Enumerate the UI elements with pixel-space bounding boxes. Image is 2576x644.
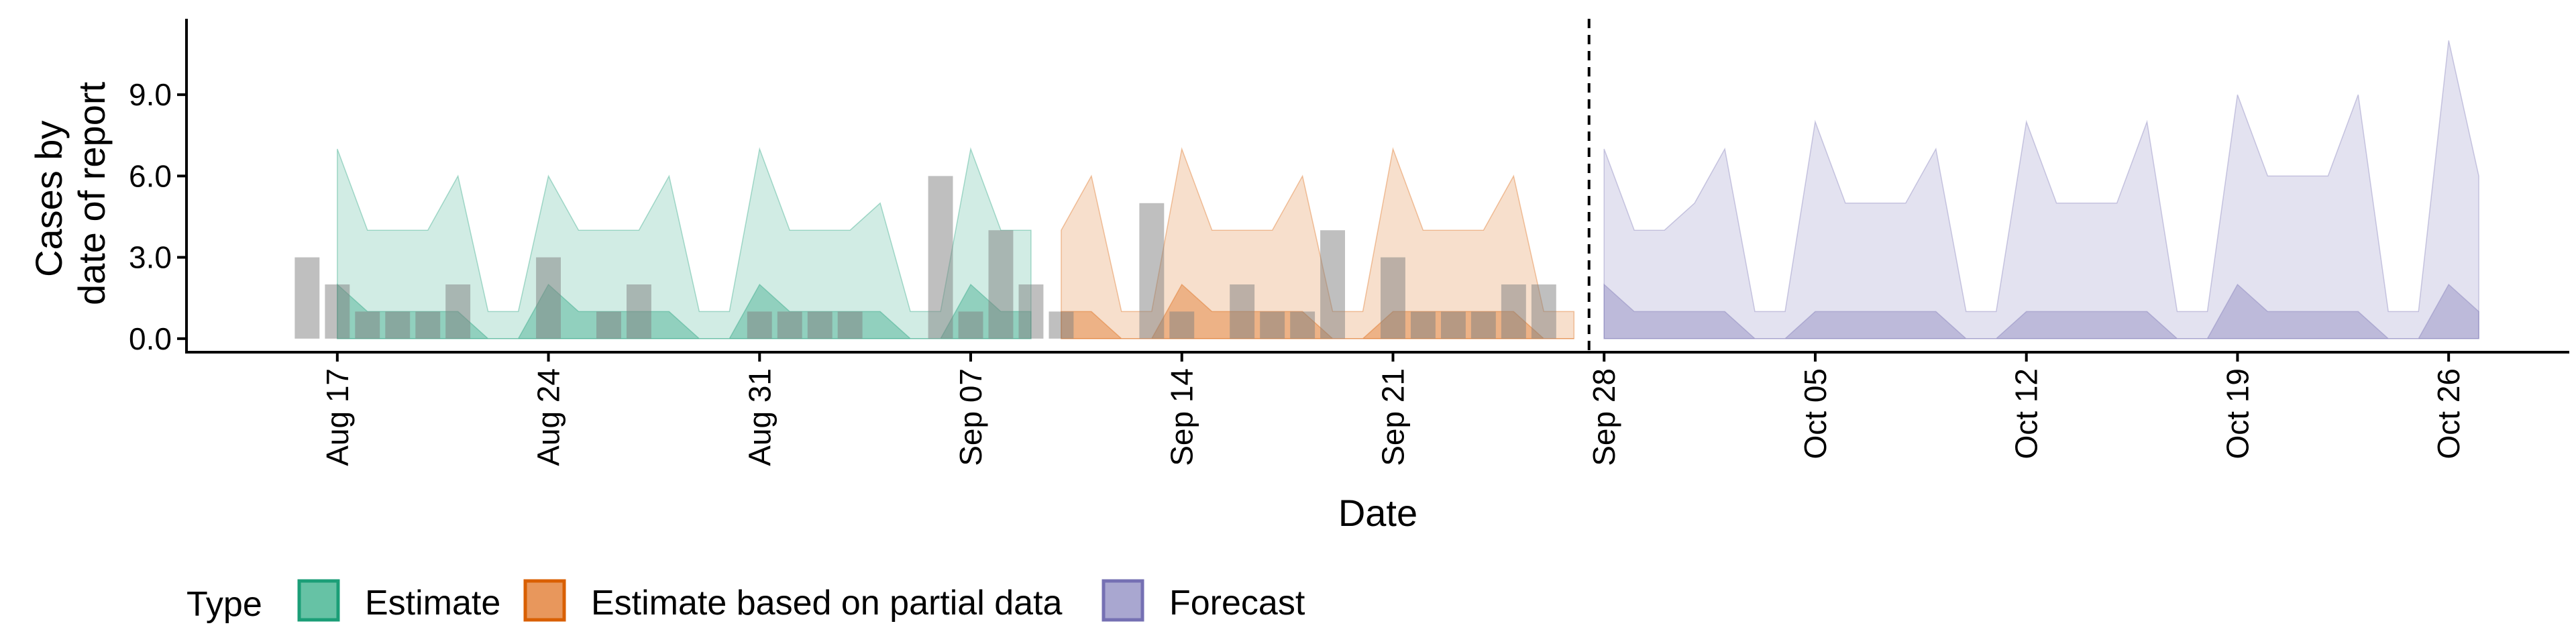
x-tick-label: Aug 31 [742,368,777,466]
ribbon-band-1 [337,147,1032,339]
x-tick-label: Oct 12 [2009,368,2044,460]
case-bar [958,311,983,339]
case-bar [1531,284,1556,339]
case-bar [777,311,802,339]
series-estimate [337,147,1032,339]
case-bar [627,284,651,339]
x-tick-label: Sep 14 [1165,368,1199,466]
legend-item-label: Forecast [1169,584,1305,623]
case-bar [385,311,411,339]
case-bar [1441,311,1466,339]
legend-item-label: Estimate [365,584,500,623]
legend: Type Estimate Estimate based on partial d… [186,579,1305,624]
case-bar [1018,284,1044,339]
case-bar [536,257,561,339]
x-axis-ticks: Aug 17 Aug 24 Aug 31 Sep 07 Sep 14 Sep 21 Sep … [320,352,2466,466]
x-tick-label: Oct 05 [1798,368,1833,460]
bands-layer [337,40,2479,339]
case-bar [1139,203,1165,339]
x-tick-label: Aug 24 [531,368,566,466]
legend-item-label: Estimate based on partial data [591,584,1063,623]
series-forecast [1603,40,2479,339]
y-tick-label: 6.0 [129,158,172,193]
case-bar [1470,311,1496,339]
case-bar [928,176,953,339]
case-bar [596,311,621,339]
case-bar [1169,311,1195,339]
y-tick-label: 3.0 [129,240,172,275]
y-axis-title: Cases by date of report [28,82,113,306]
ribbon-band-2 [1603,283,2479,339]
x-tick-label: Oct 19 [2220,368,2255,460]
y-tick-label: 9.0 [129,77,172,112]
axes [185,19,2569,354]
legend-key-2 [523,579,566,622]
case-bar [1230,284,1255,339]
case-bar [445,284,471,339]
case-bar [747,311,772,339]
y-axis-title-line-1: Cases by [28,121,70,277]
legend-key-3 [1102,579,1144,622]
ribbon-band-1 [1061,147,1575,339]
case-bar [1049,311,1074,339]
case-bar [325,284,350,339]
y-axis-ticks: 0.0 3.0 6.0 9.0 [129,77,186,356]
case-bar [294,257,320,339]
x-tick-label: Sep 07 [953,368,988,466]
case-bar [355,311,380,339]
case-bar [415,311,441,339]
case-bar [1260,311,1285,339]
case-bar [1501,284,1526,339]
x-tick-label: Sep 28 [1587,368,1621,466]
x-axis-title: Date [1338,492,1417,534]
ribbon-band-1 [1603,40,2479,339]
y-tick-label: 0.0 [129,321,172,356]
case-bar [1381,257,1405,339]
legend-title: Type [186,585,262,624]
reported-cases-bars [294,176,1556,339]
case-bar [807,311,833,339]
case-bar [988,230,1014,339]
y-axis-title-line-2: date of report [70,82,113,306]
x-tick-label: Oct 26 [2431,368,2466,460]
case-bar [1320,230,1345,339]
case-bar [1290,311,1316,339]
legend-key-1 [297,579,340,622]
series-estimate-based-on-partial-data [1061,147,1575,339]
case-bar [837,311,863,339]
x-tick-label: Sep 21 [1375,368,1410,466]
case-bar [1411,311,1436,339]
x-tick-label: Aug 17 [320,368,355,466]
